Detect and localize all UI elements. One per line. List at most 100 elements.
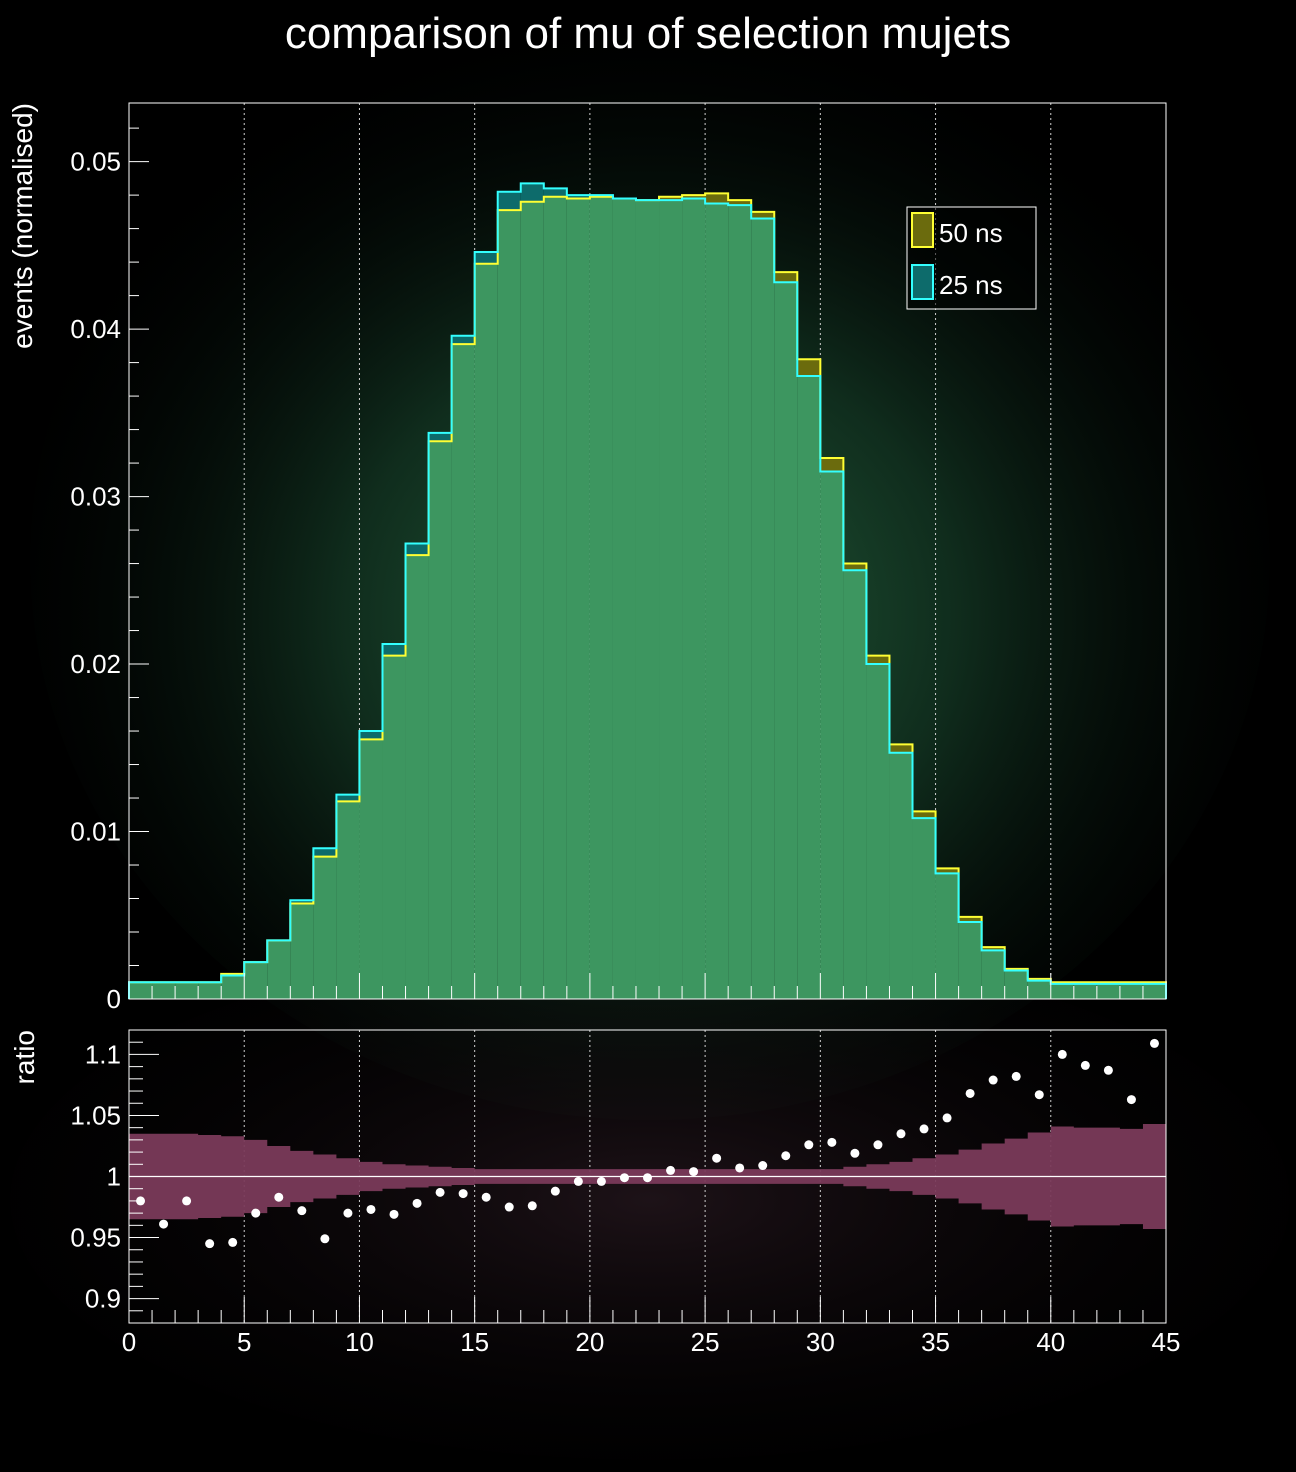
bar-25ns-excess	[474, 252, 498, 264]
x-tick-label: 40	[1036, 1327, 1065, 1357]
bottom-y-tick-label: 1.05	[70, 1100, 121, 1130]
ratio-point	[942, 1113, 952, 1123]
ratio-point	[712, 1153, 722, 1163]
overlap-bar	[1050, 983, 1074, 999]
overlap-bar	[198, 982, 222, 999]
ratio-point	[504, 1202, 514, 1212]
bar-25ns-excess	[428, 432, 452, 442]
bar-25ns-excess	[451, 335, 475, 345]
overlap-bar	[635, 200, 660, 999]
bar-50ns-excess	[935, 868, 959, 874]
bar-25ns-excess	[405, 543, 429, 556]
overlap-bar	[889, 752, 913, 999]
x-tick-label: 45	[1152, 1327, 1181, 1357]
overlap-bar	[520, 201, 544, 999]
bottom-y-tick-label: 0.9	[85, 1284, 121, 1314]
ratio-point	[689, 1167, 699, 1177]
legend-swatch-50ns	[911, 212, 934, 248]
ratio-point	[781, 1151, 791, 1161]
legend-swatch-25ns	[911, 264, 934, 300]
overlap-bar	[359, 739, 383, 999]
histogram-bars	[128, 182, 1167, 1000]
overlap-bar	[175, 982, 199, 999]
top-y-axis-label: events (normalised)	[7, 103, 38, 349]
ratio-point	[412, 1198, 422, 1208]
overlap-bar	[244, 962, 268, 999]
overlap-bar	[1004, 970, 1028, 999]
top-frame	[128, 102, 1167, 1000]
bar-50ns-excess	[820, 458, 844, 472]
ratio-point	[1057, 1049, 1067, 1059]
ratio-point	[205, 1239, 215, 1249]
overlap-bar	[1142, 983, 1166, 999]
top-y-tick-label: 0.01	[70, 817, 121, 847]
ratio-point	[850, 1148, 860, 1158]
bottom-y-tick-label: 1	[107, 1162, 121, 1192]
bar-50ns-excess	[659, 196, 683, 201]
ratio-point	[573, 1176, 583, 1186]
x-tick-label: 15	[460, 1327, 489, 1357]
ratio-point	[458, 1189, 468, 1199]
x-tick-label: 35	[921, 1327, 950, 1357]
ratio-point	[1126, 1095, 1136, 1105]
ratio-point	[1011, 1071, 1021, 1081]
ratio-point	[896, 1129, 906, 1139]
overlap-bar	[774, 282, 798, 999]
overlap-bar	[612, 198, 636, 1000]
ratio-point	[550, 1186, 560, 1196]
top-y-tick-label: 0.04	[70, 314, 121, 344]
bar-50ns-excess	[682, 195, 706, 199]
ratio-point	[619, 1173, 629, 1183]
overlap-bar	[1073, 983, 1097, 999]
bar-50ns-excess	[981, 947, 1005, 951]
ratio-point	[919, 1124, 929, 1134]
ratio-point	[735, 1163, 745, 1173]
bottom-glow	[10, 940, 1290, 1460]
top-y-tick-label: 0.02	[70, 649, 121, 679]
ratio-point	[873, 1140, 883, 1150]
overlap-bar	[1096, 983, 1120, 999]
x-tick-label: 25	[691, 1327, 720, 1357]
overlap-bar	[267, 940, 291, 999]
ratio-point	[1149, 1038, 1159, 1048]
bar-50ns-excess	[774, 272, 798, 283]
overlap-bar	[313, 856, 337, 999]
overlap-bar	[912, 818, 936, 999]
ratio-point	[435, 1187, 445, 1197]
bar-25ns-excess	[382, 643, 406, 656]
top-y-tick-label: 0.05	[70, 147, 121, 177]
bar-25ns-excess	[497, 191, 521, 211]
legend-label-25ns: 25 ns	[939, 270, 1003, 300]
top-y-tick-label: 0	[107, 984, 121, 1014]
overlap-bar	[797, 375, 821, 999]
bottom-y-axis-label: ratio	[9, 1030, 40, 1084]
overlap-bar	[428, 441, 452, 999]
bar-25ns-excess	[359, 731, 383, 740]
overlap-bar	[1027, 980, 1051, 999]
ratio-point	[988, 1075, 998, 1085]
overlap-bar	[843, 570, 867, 999]
overlap-bar	[566, 198, 590, 1000]
overlap-bar	[451, 344, 475, 999]
overlap-bar	[728, 205, 752, 999]
overlap-bar	[152, 982, 176, 999]
histogram-outline-25ns	[128, 182, 1167, 999]
bar-25ns-excess	[566, 195, 590, 199]
ratio-point	[320, 1234, 330, 1244]
overlap-bar	[336, 801, 360, 999]
ratio-point	[389, 1209, 399, 1219]
overlap-bar	[474, 263, 498, 999]
bar-50ns-excess	[705, 193, 729, 204]
bar-50ns-excess	[797, 359, 821, 376]
ratio-point	[481, 1192, 491, 1202]
ratio-point	[527, 1201, 537, 1211]
bar-50ns-excess	[866, 655, 890, 665]
overlap-bar	[751, 218, 775, 999]
bar-25ns-excess	[290, 900, 314, 904]
ratio-point	[159, 1219, 169, 1229]
bar-25ns-excess	[520, 183, 544, 202]
x-tick-label: 10	[345, 1327, 374, 1357]
overlap-bar	[705, 203, 729, 1000]
bar-50ns-excess	[912, 811, 936, 819]
